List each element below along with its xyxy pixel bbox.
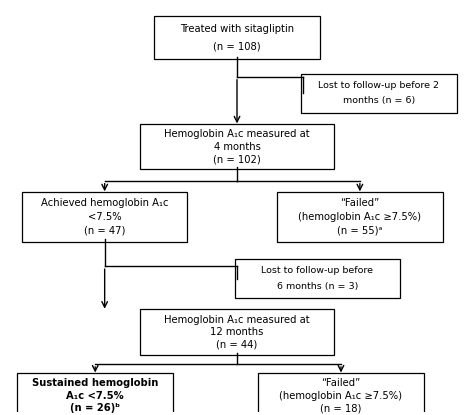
Text: (n = 44): (n = 44): [216, 339, 258, 349]
Text: 6 months (n = 3): 6 months (n = 3): [277, 282, 358, 290]
Text: Lost to follow-up before: Lost to follow-up before: [261, 266, 374, 276]
Text: (n = 26)ᵇ: (n = 26)ᵇ: [70, 403, 120, 413]
Text: (n = 18): (n = 18): [320, 403, 362, 413]
Text: (hemoglobin A₁c ≥7.5%): (hemoglobin A₁c ≥7.5%): [280, 391, 402, 401]
Text: Lost to follow-up before 2: Lost to follow-up before 2: [318, 81, 439, 90]
Text: Hemoglobin A₁c measured at: Hemoglobin A₁c measured at: [164, 129, 310, 139]
FancyBboxPatch shape: [22, 192, 187, 242]
FancyBboxPatch shape: [258, 373, 424, 415]
Text: “Failed”: “Failed”: [340, 198, 380, 208]
Text: (n = 102): (n = 102): [213, 154, 261, 164]
Text: Treated with sitagliptin: Treated with sitagliptin: [180, 24, 294, 34]
Text: 12 months: 12 months: [210, 327, 264, 337]
FancyBboxPatch shape: [301, 74, 457, 113]
Text: Sustained hemoglobin: Sustained hemoglobin: [32, 378, 158, 388]
Text: Hemoglobin A₁c measured at: Hemoglobin A₁c measured at: [164, 315, 310, 325]
Text: (n = 47): (n = 47): [84, 226, 125, 236]
Text: (hemoglobin A₁c ≥7.5%): (hemoglobin A₁c ≥7.5%): [298, 212, 421, 222]
Text: (n = 55)ᵃ: (n = 55)ᵃ: [337, 226, 383, 236]
Text: <7.5%: <7.5%: [88, 212, 121, 222]
Text: 4 months: 4 months: [214, 142, 260, 152]
FancyBboxPatch shape: [277, 192, 443, 242]
FancyBboxPatch shape: [17, 373, 173, 415]
Text: A₁c <7.5%: A₁c <7.5%: [66, 391, 124, 401]
Text: Achieved hemoglobin A₁c: Achieved hemoglobin A₁c: [41, 198, 168, 208]
FancyBboxPatch shape: [140, 310, 334, 355]
FancyBboxPatch shape: [155, 16, 319, 59]
Text: (n = 108): (n = 108): [213, 41, 261, 51]
FancyBboxPatch shape: [235, 259, 400, 298]
FancyBboxPatch shape: [140, 124, 334, 169]
Text: “Failed”: “Failed”: [321, 378, 361, 388]
Text: months (n = 6): months (n = 6): [343, 96, 415, 105]
